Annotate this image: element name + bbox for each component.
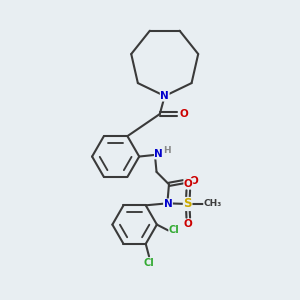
Text: N: N bbox=[164, 199, 172, 209]
Text: N: N bbox=[160, 91, 169, 101]
Text: O: O bbox=[184, 219, 193, 229]
Text: Cl: Cl bbox=[144, 259, 154, 269]
Text: O: O bbox=[180, 109, 188, 119]
Text: S: S bbox=[183, 197, 192, 211]
Text: H: H bbox=[164, 146, 171, 155]
Text: O: O bbox=[190, 176, 199, 186]
Text: CH₃: CH₃ bbox=[204, 200, 222, 208]
Text: O: O bbox=[184, 179, 193, 189]
Text: Cl: Cl bbox=[169, 226, 180, 236]
Text: N: N bbox=[154, 149, 163, 159]
